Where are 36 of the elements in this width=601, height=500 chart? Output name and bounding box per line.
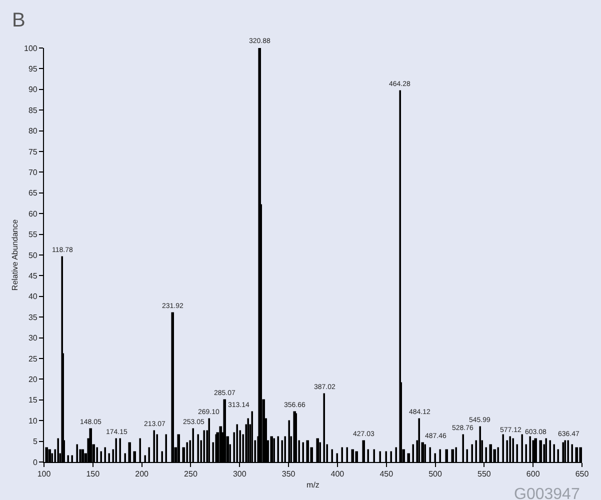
y-tick-label: 55 <box>28 230 38 240</box>
y-tick-label: 90 <box>28 85 38 94</box>
y-tick-label: 50 <box>28 250 38 260</box>
y-tick-label: 20 <box>28 375 38 384</box>
x-tick-label: 200 <box>135 470 150 479</box>
x-tick-label: 350 <box>282 470 296 479</box>
x-axis-title: m/z <box>306 480 320 490</box>
y-tick-label: 0 <box>32 458 38 467</box>
y-tick-label: 25 <box>28 354 38 364</box>
y-axis-title: Relative Abundance <box>10 218 20 291</box>
y-tick-label: 40 <box>28 292 38 302</box>
text: G003947 <box>514 486 580 500</box>
y-tick-label: 30 <box>28 334 38 343</box>
x-tick-label: 450 <box>380 470 394 479</box>
y-tick-label: 80 <box>28 126 38 136</box>
y-tick-label: 85 <box>28 106 38 115</box>
x-tick-label: 300 <box>232 470 247 479</box>
x-tick-label: 400 <box>330 470 345 479</box>
x-tick-label: 500 <box>428 470 442 479</box>
x-tick-label: 650 <box>575 470 590 479</box>
y-tick-label: 65 <box>28 188 38 198</box>
y-tick-label: 95 <box>28 64 38 74</box>
y-tick-label: 70 <box>28 168 38 177</box>
y-tick-label: 45 <box>28 272 38 280</box>
x-tick-label: 600 <box>526 470 540 479</box>
y-tick-label: 60 <box>28 209 38 218</box>
y-tick-label: 5 <box>32 437 38 446</box>
y-tick-label: 100 <box>24 44 38 53</box>
y-tick-label: 10 <box>28 416 38 426</box>
y-tick-label: 35 <box>28 312 38 322</box>
y-tick-label: 75 <box>28 147 38 156</box>
chart-title: B <box>12 10 26 32</box>
y-tick-label: 15 <box>28 396 38 405</box>
x-tick-label: 550 <box>478 470 492 479</box>
x-tick-label: 150 <box>86 470 100 479</box>
x-tick-label: 250 <box>184 470 198 479</box>
